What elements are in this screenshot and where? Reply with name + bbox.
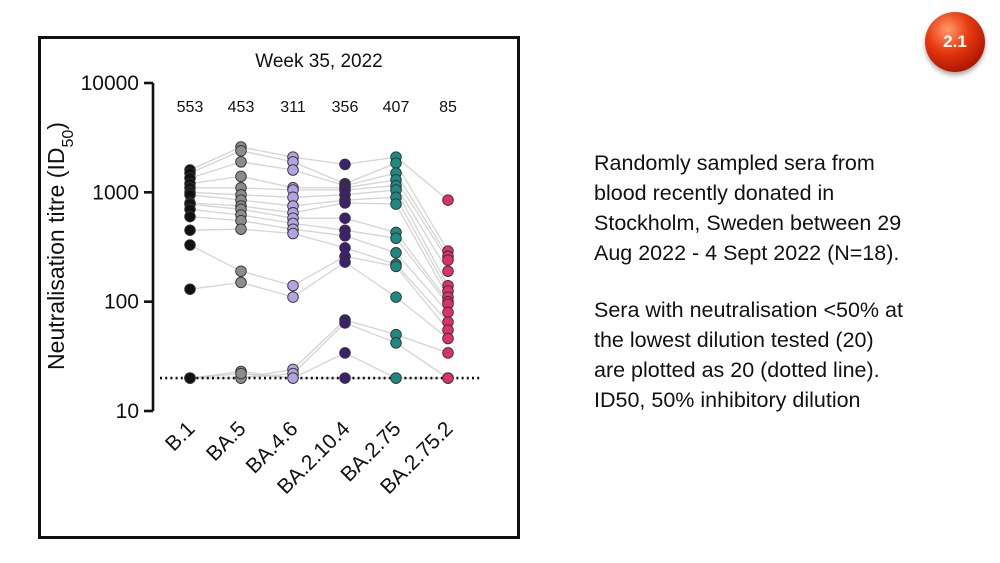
sample-line xyxy=(190,185,449,272)
data-point xyxy=(235,170,247,183)
chart-title: Week 35, 2022 xyxy=(255,51,382,72)
sample-line xyxy=(189,161,449,257)
y-tick-label: 10 xyxy=(116,400,139,423)
data-point xyxy=(442,372,454,384)
data-point xyxy=(184,372,196,384)
data-point xyxy=(442,347,454,359)
sample-line xyxy=(189,208,449,305)
description-line: ID50, 50% inhibitory dilution xyxy=(594,388,861,412)
data-point xyxy=(184,210,196,223)
sample-line xyxy=(190,322,449,379)
sample-line xyxy=(189,244,449,331)
data-point xyxy=(287,164,299,176)
data-point xyxy=(287,372,299,384)
slide-number-badge: 2.1 xyxy=(925,12,985,72)
data-point xyxy=(390,157,402,169)
sample-line xyxy=(189,202,449,298)
y-axis-label-close: ) xyxy=(43,122,69,130)
description-line: the lowest dilution tested (20) xyxy=(594,328,874,352)
description-line: Stockholm, Sweden between 29 xyxy=(594,211,902,235)
sample-line xyxy=(189,215,449,313)
data-point xyxy=(339,347,351,359)
sample-line xyxy=(189,194,449,292)
data-point xyxy=(442,265,454,277)
description-line: Randomly sampled sera from xyxy=(594,151,875,175)
geometric-mean-label: 553 xyxy=(177,99,204,116)
data-point xyxy=(390,247,402,259)
description-line: are plotted as 20 (dotted line). xyxy=(594,358,880,382)
data-point xyxy=(235,276,247,289)
data-points xyxy=(184,141,454,384)
description-text: Randomly sampled sera from blood recentl… xyxy=(594,148,989,442)
data-point xyxy=(390,198,402,210)
sample-line xyxy=(189,189,449,287)
y-tick-label: 1000 xyxy=(92,181,139,204)
data-point xyxy=(339,372,351,384)
sample-line xyxy=(189,146,449,201)
connecting-lines xyxy=(189,146,449,379)
data-point xyxy=(339,256,351,268)
sample-line xyxy=(189,228,449,323)
data-point xyxy=(390,372,402,384)
y-axis-label: Neutralisation titre (ID50) xyxy=(43,122,77,370)
data-point xyxy=(390,291,402,303)
data-point xyxy=(235,223,247,235)
sample-line xyxy=(189,203,449,303)
data-point xyxy=(235,145,247,157)
data-point xyxy=(184,239,196,251)
chart-labels: Neutralisation titre (ID50) Week 35, 2022… xyxy=(43,51,458,499)
data-point xyxy=(235,156,247,168)
data-point xyxy=(287,279,299,292)
sample-line xyxy=(189,175,449,261)
data-point xyxy=(287,291,299,303)
geometric-mean-label: 453 xyxy=(228,99,255,116)
geometric-mean-label: 356 xyxy=(332,99,359,116)
geometric-mean-label: 407 xyxy=(383,99,410,116)
data-point xyxy=(339,230,351,242)
data-point xyxy=(390,337,402,349)
description-paragraph-2: Sera with neutralisation <50% at the low… xyxy=(594,295,989,415)
data-point xyxy=(442,306,454,319)
data-point xyxy=(442,254,454,266)
data-point xyxy=(442,194,454,206)
data-point xyxy=(184,224,196,236)
data-point xyxy=(287,227,299,240)
x-category-label: BA.5 xyxy=(202,417,250,465)
description-paragraph-1: Randomly sampled sera from blood recentl… xyxy=(594,148,989,268)
y-axis-label-subscript: 50 xyxy=(60,130,77,148)
data-point xyxy=(339,158,351,171)
chart-frame xyxy=(38,36,520,539)
sample-line xyxy=(189,150,449,252)
y-axis: 10 100 1000 10000 xyxy=(81,72,155,423)
description-line: blood recently donated in xyxy=(594,181,835,205)
geometric-mean-label: 311 xyxy=(280,99,306,116)
geometric-mean-label: 85 xyxy=(439,99,457,116)
data-point xyxy=(184,283,196,295)
y-tick-label: 10000 xyxy=(81,72,139,95)
description-line: Sera with neutralisation <50% at xyxy=(594,298,903,322)
sample-line xyxy=(189,261,449,340)
data-point xyxy=(339,212,351,224)
y-tick-label: 100 xyxy=(104,291,139,314)
data-point xyxy=(442,332,454,345)
data-point xyxy=(235,265,247,277)
data-point xyxy=(390,232,402,245)
data-point xyxy=(339,197,351,209)
data-point xyxy=(235,367,247,380)
description-line: Aug 2022 - 4 Sept 2022 (N=18). xyxy=(594,241,900,265)
data-point xyxy=(390,260,402,273)
slide-number-label: 2.1 xyxy=(943,32,967,51)
x-category-label: B.1 xyxy=(161,417,200,456)
data-point xyxy=(339,317,351,329)
